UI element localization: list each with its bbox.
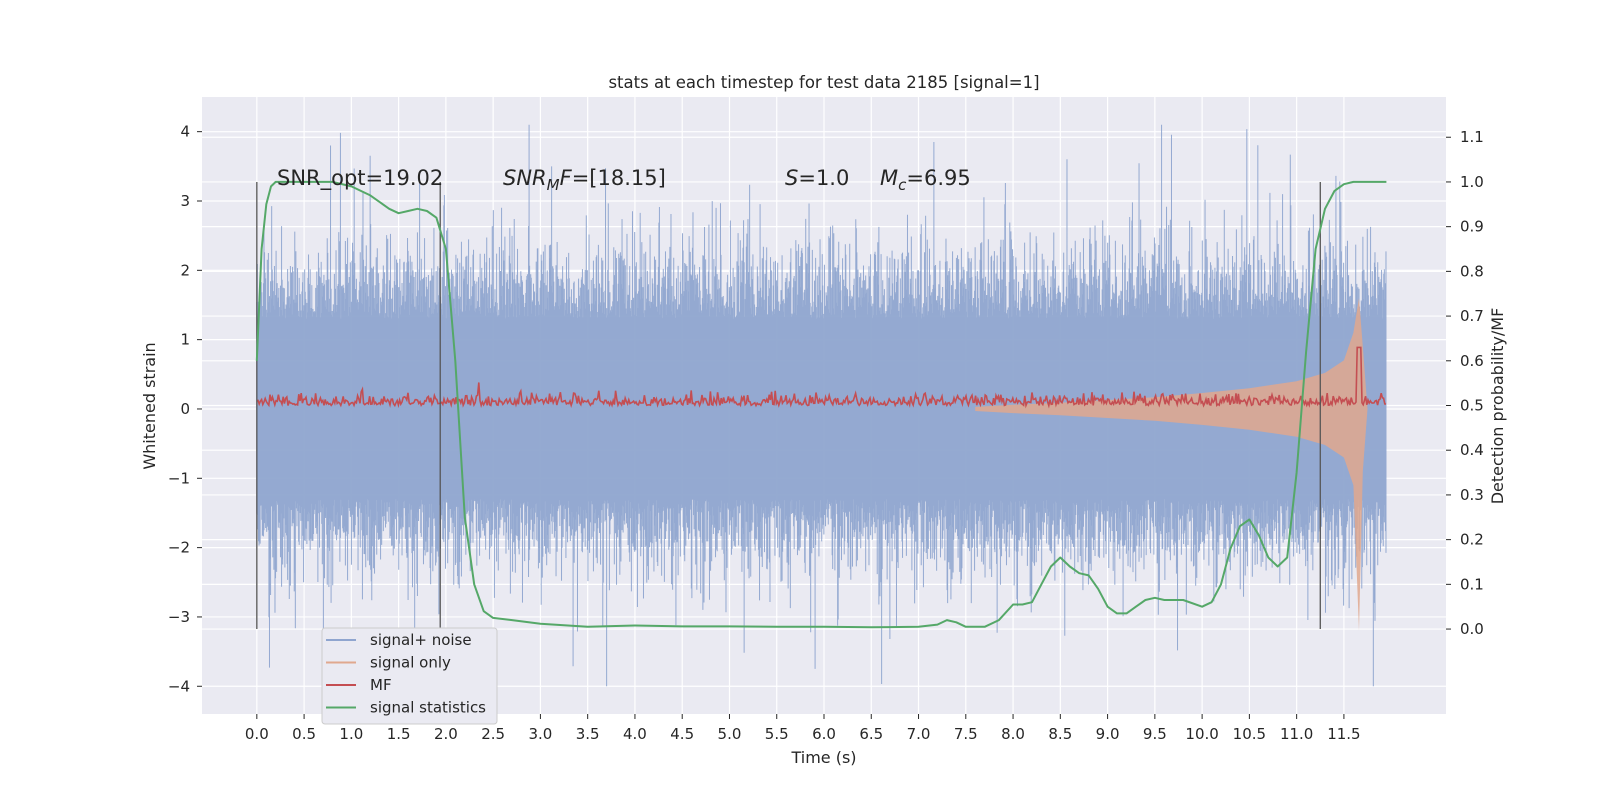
x-tick-label: 9.5 bbox=[1143, 725, 1167, 743]
y-right-tick-label: 0.9 bbox=[1460, 218, 1484, 236]
annotation-snr-opt: SNR_opt=19.02 bbox=[277, 166, 443, 191]
snr-mf-value: =[18.15] bbox=[572, 166, 666, 190]
y-axis-label: Whitened strain bbox=[140, 342, 159, 469]
x-tick-label: 11.5 bbox=[1327, 725, 1360, 743]
y-right-tick-label: 0.7 bbox=[1460, 307, 1484, 325]
y-right-tick-label: 0.0 bbox=[1460, 620, 1484, 638]
legend-label: signal statistics bbox=[370, 699, 486, 717]
x-tick-label: 8.5 bbox=[1048, 725, 1072, 743]
x-tick-label: 5.5 bbox=[765, 725, 789, 743]
legend-box bbox=[321, 627, 498, 725]
x-tick-label: 1.0 bbox=[339, 725, 363, 743]
y-tick-label: 4 bbox=[180, 123, 190, 141]
x-tick-label: 0.0 bbox=[245, 725, 269, 743]
x-tick-label: 6.5 bbox=[859, 725, 883, 743]
s-value: =1.0 bbox=[798, 166, 849, 190]
mc-subscript: c bbox=[898, 176, 907, 194]
y-right-tick-label: 0.5 bbox=[1460, 397, 1484, 415]
y-right-tick-label: 0.8 bbox=[1460, 262, 1484, 280]
x-tick-label: 4.0 bbox=[623, 725, 647, 743]
y-right-tick-label: 1.0 bbox=[1460, 173, 1484, 191]
x-tick-label: 7.5 bbox=[954, 725, 978, 743]
legend: signal+ noise signal only MF signal statist… bbox=[321, 627, 498, 725]
y-tick-label: −1 bbox=[168, 469, 190, 487]
mc-symbol: M bbox=[880, 166, 898, 190]
mf-line bbox=[256, 346, 1387, 409]
x-tick-label: 4.5 bbox=[670, 725, 694, 743]
vertical-markers bbox=[256, 181, 1321, 630]
s-symbol: S bbox=[785, 166, 798, 190]
y-right-tick-label: 0.2 bbox=[1460, 531, 1484, 549]
y-axis-right-ticks: 0.0 0.1 0.2 0.3 0.4 0.5 0.6 0.7 0.8 0.9 1.0 1.1 bbox=[1446, 128, 1484, 638]
annotation-snr-mf: SNRMF=[18.15] bbox=[503, 166, 666, 194]
x-tick-label: 3.0 bbox=[528, 725, 552, 743]
legend-label: signal+ noise bbox=[370, 631, 472, 649]
x-tick-label: 3.5 bbox=[576, 725, 600, 743]
annotation-s: S=1.0 bbox=[785, 166, 849, 190]
x-tick-label: 11.0 bbox=[1280, 725, 1313, 743]
x-tick-label: 7.0 bbox=[907, 725, 931, 743]
y-right-tick-label: 0.1 bbox=[1460, 575, 1484, 593]
x-tick-label: 2.5 bbox=[481, 725, 505, 743]
x-tick-label: 9.0 bbox=[1096, 725, 1120, 743]
snr-mf-suffix: F bbox=[560, 166, 573, 190]
y-tick-label: 3 bbox=[180, 192, 190, 210]
y-axis-ticks: −4 −3 −2 −1 0 1 2 3 4 bbox=[168, 123, 202, 695]
x-tick-label: 0.5 bbox=[292, 725, 316, 743]
x-tick-label: 6.0 bbox=[812, 725, 836, 743]
series-mf bbox=[256, 346, 1387, 409]
y-tick-label: 0 bbox=[180, 400, 190, 418]
y-tick-label: −3 bbox=[168, 608, 190, 626]
x-tick-label: 1.5 bbox=[387, 725, 411, 743]
chart-title: stats at each timestep for test data 218… bbox=[608, 73, 1039, 92]
y-right-tick-label: 1.1 bbox=[1460, 128, 1484, 146]
y-tick-label: 2 bbox=[180, 261, 190, 279]
x-tick-label: 10.0 bbox=[1185, 725, 1218, 743]
y-axis-right-label: Detection probability/MF bbox=[1488, 308, 1507, 505]
x-axis-ticks: 0.0 0.5 1.0 1.5 2.0 2.5 3.0 3.5 4.0 4.5 5.0 5.5 6.0 6… bbox=[245, 714, 1361, 743]
x-tick-label: 2.0 bbox=[434, 725, 458, 743]
annotation-mc: Mc=6.95 bbox=[880, 166, 971, 194]
signal-statistics-line bbox=[255, 180, 1387, 629]
y-tick-label: 1 bbox=[180, 331, 190, 349]
y-tick-label: −4 bbox=[168, 677, 190, 695]
y-right-tick-label: 0.3 bbox=[1460, 486, 1484, 504]
mc-value: =6.95 bbox=[906, 166, 970, 190]
series-signal-statistics bbox=[255, 180, 1387, 629]
x-tick-label: 10.5 bbox=[1233, 725, 1266, 743]
y-tick-label: −2 bbox=[168, 539, 190, 557]
snr-mf-subscript: M bbox=[547, 176, 560, 194]
x-axis-label: Time (s) bbox=[790, 748, 856, 767]
x-tick-label: 5.0 bbox=[718, 725, 742, 743]
legend-label: signal only bbox=[370, 654, 451, 672]
legend-label: MF bbox=[370, 676, 392, 694]
x-tick-label: 8.0 bbox=[1001, 725, 1025, 743]
y-right-tick-label: 0.6 bbox=[1460, 352, 1484, 370]
y-right-tick-label: 0.4 bbox=[1460, 441, 1484, 459]
snr-mf-symbol: SNR bbox=[503, 166, 547, 190]
